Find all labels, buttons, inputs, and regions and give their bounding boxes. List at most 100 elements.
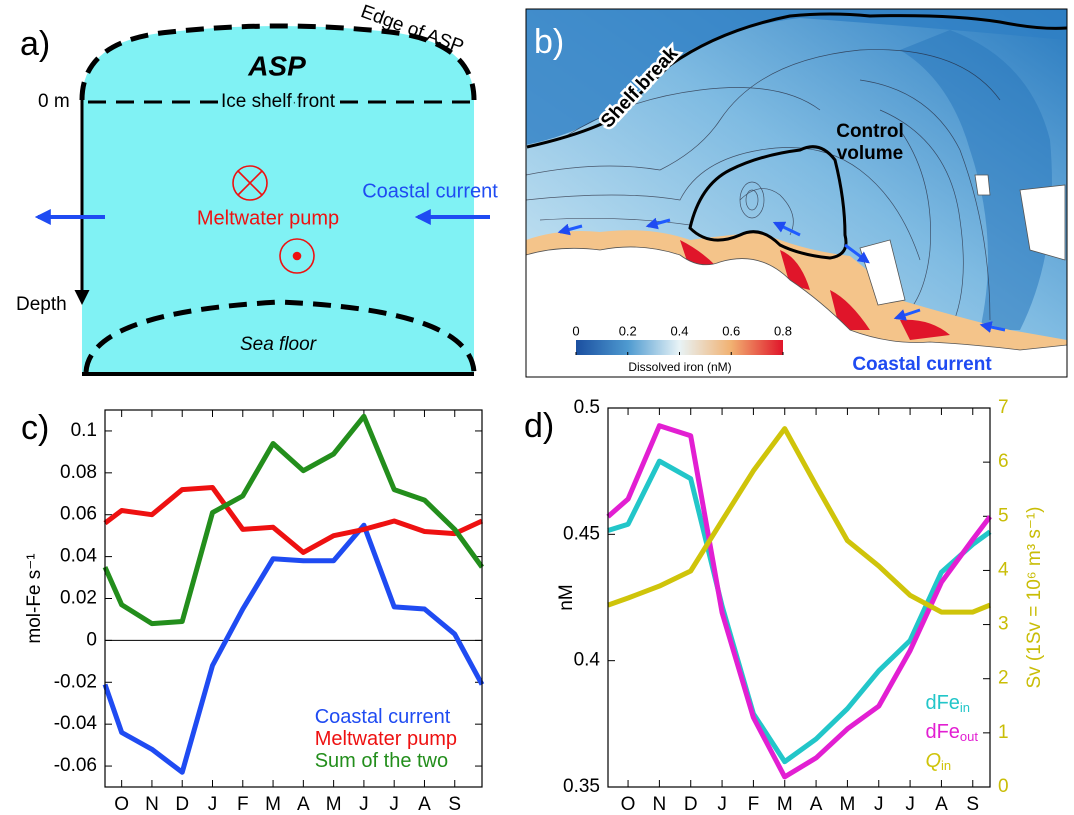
y2-tick-label: 0 (998, 776, 1009, 797)
x-tick-label: J (389, 794, 399, 815)
y-tick-label: 0.08 (60, 462, 97, 483)
panel-label: d) (524, 407, 554, 445)
x-tick-label: M (265, 794, 281, 815)
series-line (102, 413, 485, 627)
sea-floor-line (83, 299, 477, 373)
x-tick-label: J (905, 794, 915, 815)
panel-a: a) Edge of ASP ASP 0 m Ice shelf front C… (16, 1, 498, 376)
y-tick-label: 0.06 (60, 504, 97, 525)
x-tick-label: A (935, 794, 948, 815)
y-tick-label: -0.02 (54, 671, 97, 692)
legend-entry: dFein (925, 692, 970, 715)
current-label: Coastal current (852, 354, 992, 375)
y-tick-label: -0.04 (54, 713, 98, 734)
legend-name: Coastal current (315, 706, 451, 728)
y2-axis-label: Sv (1Sv = 10⁶ m³ s⁻¹) (1024, 506, 1045, 688)
depth-label: Depth (16, 294, 67, 315)
legend-name: Sum of the two (315, 750, 448, 772)
x-tick-label: A (418, 794, 431, 815)
x-tick-label: J (208, 794, 218, 815)
panel-label: a) (20, 25, 50, 63)
x-tick-label: M (777, 794, 793, 815)
y2-tick-label: 6 (998, 451, 1009, 472)
y2-tick-label: 5 (998, 505, 1009, 526)
series-line (607, 458, 992, 765)
legend-name: Q (925, 750, 941, 772)
current-label: Coastal current (362, 180, 498, 202)
y-tick-label: 0 (86, 629, 97, 650)
series-line (103, 485, 484, 555)
control-label: volume (837, 143, 904, 164)
ice-front-label: Ice shelf front (221, 91, 336, 112)
colorbar (576, 340, 783, 355)
legend-subscript: in (941, 758, 951, 773)
legend-subscript: out (960, 729, 978, 744)
y2-tick-label: 3 (998, 614, 1009, 635)
plot-frame (607, 407, 991, 788)
x-tick-label: J (874, 794, 884, 815)
x-tick-label: A (297, 794, 310, 815)
asp-edge (79, 23, 477, 101)
y-axis-label: mol-Fe s⁻¹ (24, 553, 45, 643)
plot-frame (104, 409, 483, 788)
legend-entry: Meltwater pump (315, 728, 457, 750)
y-tick-label: 0.45 (563, 523, 600, 544)
asp-region (82, 26, 474, 374)
colorbar-tick-label: 0.2 (619, 323, 637, 338)
x-tick-label: N (145, 794, 159, 815)
x-tick-label: F (748, 794, 760, 815)
x-tick-label: D (175, 794, 189, 815)
y2-tick-label: 2 (998, 668, 1009, 689)
colorbar-tick-label: 0.4 (670, 323, 688, 338)
legend-entry: Sum of the two (315, 750, 448, 772)
colorbar-tick-label: 0 (572, 323, 579, 338)
colorbar-tick-label: 0.8 (774, 323, 792, 338)
x-tick-label: A (810, 794, 823, 815)
y-tick-label: 0.5 (574, 397, 600, 418)
x-tick-label: J (717, 794, 727, 815)
x-tick-label: F (237, 794, 249, 815)
colorbar-label: Dissolved iron (nM) (628, 360, 731, 374)
x-tick-label: J (359, 794, 369, 815)
x-tick-label: S (448, 794, 461, 815)
y-tick-label: -0.06 (54, 755, 97, 776)
y-tick-label: 0.35 (563, 776, 600, 797)
y2-tick-label: 1 (998, 722, 1009, 743)
series-line (607, 426, 991, 615)
control-label: Control (836, 121, 904, 142)
y2-tick-label: 4 (998, 559, 1009, 580)
asp-title: ASP (247, 50, 306, 81)
x-tick-label: O (114, 794, 129, 815)
y-tick-label: 0.1 (71, 420, 97, 441)
map-frame (525, 8, 1068, 378)
x-tick-label: M (326, 794, 342, 815)
legend-name: dFe (925, 692, 959, 714)
y-tick-label: 0.02 (60, 588, 97, 609)
floor-label: Sea floor (240, 334, 317, 355)
pump-label: Meltwater pump (197, 207, 339, 229)
y-tick-label: 0.4 (574, 650, 601, 671)
panel-b: b) Shelf break Control volume Coastal cu… (525, 8, 1068, 378)
legend-name: dFe (925, 721, 959, 743)
panel-label: c) (21, 409, 49, 447)
y-tick-label: 0.04 (60, 546, 97, 567)
legend-name: Meltwater pump (315, 728, 457, 750)
map (526, 9, 1067, 377)
x-tick-label: S (966, 794, 979, 815)
series-line (102, 522, 485, 775)
x-tick-label: M (840, 794, 856, 815)
legend-entry: Qin (925, 750, 951, 773)
surface-label: 0 m (38, 91, 70, 112)
x-tick-label: N (653, 794, 667, 815)
series-line (606, 423, 992, 780)
legend-entry: Coastal current (315, 706, 451, 728)
legend-entry: dFeout (925, 721, 978, 744)
legend-subscript: in (960, 700, 970, 715)
pump-symbols (232, 165, 315, 274)
panel-label: b) (534, 23, 564, 61)
colorbar-tick-label: 0.6 (722, 323, 740, 338)
y2-tick-label: 7 (998, 397, 1009, 418)
y-axis-label: nM (556, 584, 577, 610)
x-tick-label: O (621, 794, 636, 815)
